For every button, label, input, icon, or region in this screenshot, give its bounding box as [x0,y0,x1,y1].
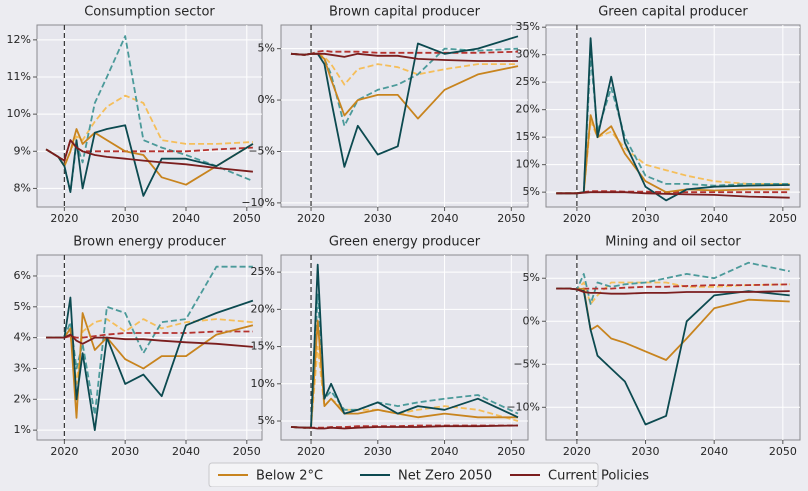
x-tick-label: 2020 [297,445,325,458]
x-tick-label: 2040 [431,212,459,225]
y-tick-label: 3% [14,361,31,374]
y-tick-label: 11% [7,70,31,83]
y-tick-label: −10% [241,196,275,209]
subplot-title: Green energy producer [329,235,481,250]
y-tick-label: 15% [516,130,540,143]
y-tick-label: 4% [14,331,31,344]
legend-label: Current Policies [548,469,649,484]
series-line [290,424,519,430]
x-tick-label: 2050 [769,445,797,458]
x-tick-label: 2040 [700,212,728,225]
x-tick-label: 2030 [364,445,392,458]
series-line [46,333,253,348]
x-tick-label: 2030 [632,212,660,225]
y-tick-label: −5% [248,144,275,157]
x-tick-label: 2020 [563,212,591,225]
x-tick-label: 2050 [233,212,261,225]
series-line [45,139,253,162]
x-tick-label: 2020 [50,445,78,458]
x-tick-label: 2020 [50,212,78,225]
x-tick-label: 2030 [632,445,660,458]
subplot-title: Green capital producer [598,5,748,20]
y-tick-label: −10% [506,400,540,413]
x-tick-label: 2040 [431,445,459,458]
x-tick-label: 2050 [233,445,261,458]
x-tick-label: 2020 [563,445,591,458]
y-tick-label: 1% [14,423,31,436]
y-tick-label: 0% [523,314,540,327]
series-line [556,191,790,199]
x-tick-label: 2040 [172,445,200,458]
subplot-title: Consumption sector [84,5,215,20]
plot-area [36,254,263,441]
x-tick-label: 2030 [111,212,139,225]
y-tick-label: 20% [251,302,275,315]
y-tick-label: 25% [251,265,275,278]
legend-label: Below 2°C [256,469,323,484]
subplot-title: Mining and oil sector [605,235,741,250]
series-line [556,287,790,295]
x-tick-label: 2020 [297,212,325,225]
subplot-title: Brown capital producer [329,5,481,20]
x-tick-label: 2030 [111,445,139,458]
y-tick-label: 35% [516,20,540,33]
y-tick-label: 2% [14,392,31,405]
y-tick-label: 9% [14,144,31,157]
x-tick-label: 2030 [364,212,392,225]
series-line [45,139,253,173]
series-line [45,124,254,197]
y-tick-label: 8% [14,181,31,194]
legend-label: Net Zero 2050 [398,469,492,484]
series-line [45,128,254,186]
plot-area [545,254,801,441]
subplot-title: Brown energy producer [73,235,226,250]
x-tick-label: 2050 [497,212,525,225]
y-tick-label: 5% [523,271,540,284]
x-tick-label: 2040 [172,212,200,225]
y-tick-label: 30% [516,48,540,61]
series-line [290,293,519,429]
x-tick-label: 2050 [497,445,525,458]
y-tick-label: −5% [513,357,540,370]
y-tick-label: 10% [251,377,275,390]
y-tick-label: 15% [251,340,275,353]
plot-area [36,24,263,208]
series-line [46,296,254,432]
y-tick-label: 10% [516,158,540,171]
series-line [290,263,519,429]
x-tick-label: 2050 [769,212,797,225]
y-tick-label: 12% [7,33,31,46]
series-line [556,261,790,305]
series-line [290,52,518,62]
y-tick-label: 10% [7,107,31,120]
y-tick-label: 0% [258,93,275,106]
y-tick-label: 5% [523,185,540,198]
y-tick-label: 5% [258,42,275,55]
y-tick-label: 5% [258,414,275,427]
y-tick-label: 6% [14,269,31,282]
y-tick-label: 5% [14,300,31,313]
y-tick-label: 20% [516,103,540,116]
y-tick-label: 25% [516,75,540,88]
x-tick-label: 2040 [700,445,728,458]
